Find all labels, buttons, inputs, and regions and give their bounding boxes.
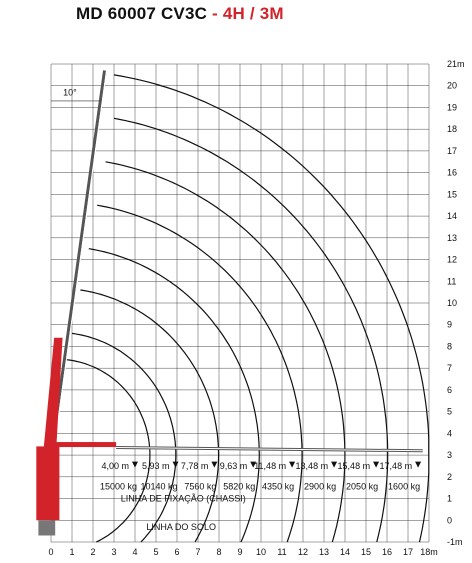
load-label: 7560 kg — [184, 482, 216, 492]
x-tick-label: 2 — [90, 547, 95, 557]
reach-arc — [105, 161, 346, 543]
x-tick-label: 3 — [111, 547, 116, 557]
boom-vertical-highlight — [53, 70, 108, 449]
title-configuration: 4H / 3M — [222, 4, 284, 23]
y-tick-label: -1m — [447, 537, 463, 547]
x-tick-label: 0 — [48, 547, 53, 557]
y-tick-label: 14 — [447, 211, 457, 221]
reach-label: 15,48 m — [338, 461, 371, 471]
x-tick-label: 17 — [403, 547, 413, 557]
y-tick-label: 13 — [447, 233, 457, 243]
fixing-line-label: LINHA DE FIXAÇÃO (CHASSI) — [121, 494, 246, 504]
y-tick-label: 15 — [447, 189, 457, 199]
reach-label: 11,48 m — [254, 461, 286, 471]
y-tick-label: 17 — [447, 146, 457, 156]
y-tick-label: 11 — [447, 276, 456, 286]
y-tick-label: 12 — [447, 255, 457, 265]
y-tick-label: 21m — [447, 59, 465, 69]
load-label: 2900 kg — [304, 482, 336, 492]
boom-vertical-outline — [50, 70, 107, 449]
reach-marker-arrow — [415, 461, 422, 468]
load-label: 15000 kg — [100, 482, 137, 492]
y-tick-label: 9 — [447, 320, 452, 330]
reach-marker-arrow — [211, 461, 218, 468]
y-tick-label: 10 — [447, 298, 457, 308]
title-model: MD 60007 CV3C — [76, 4, 208, 23]
reach-label: 13,48 m — [296, 461, 329, 471]
reach-label: 5,93 m — [142, 461, 170, 471]
reach-arc — [80, 289, 220, 543]
x-tick-label: 9 — [237, 547, 242, 557]
y-tick-label: 4 — [447, 428, 452, 438]
reach-arc — [71, 332, 177, 543]
reach-label: 4,00 m — [101, 461, 129, 471]
ground-line-label: LINHA DO SOLO — [146, 522, 216, 532]
reach-arc — [97, 204, 303, 543]
y-tick-label: 7 — [447, 363, 452, 373]
reach-arc — [113, 74, 430, 543]
crane-stabilizer — [38, 520, 56, 536]
chart-title: MD 60007 CV3C - 4H / 3M — [76, 4, 284, 24]
x-tick-label: 1 — [69, 547, 74, 557]
y-tick-label: 20 — [447, 81, 457, 91]
reach-label: 17,48 m — [380, 461, 413, 471]
load-label: 4350 kg — [262, 482, 294, 492]
x-tick-label: 7 — [195, 547, 200, 557]
boom-lower-section — [43, 337, 63, 449]
load-label: 2050 kg — [346, 482, 378, 492]
x-tick-label: 15 — [361, 547, 371, 557]
reach-arc — [113, 117, 389, 543]
load-label: 1600 kg — [388, 482, 420, 492]
reach-arc — [88, 248, 260, 543]
axis-labels: 0 1 2 3 4 5 6 7 8 9 10 11 12 13 14 15 16 17 18m-1m01234567… — [48, 59, 464, 557]
y-tick-label: 2 — [447, 472, 452, 482]
reach-marker-arrow — [373, 461, 380, 468]
y-tick-label: 16 — [447, 168, 457, 178]
load-table: 4,00 m 15000 kg 5,93 m 10140 kg 7,78 m 7560 k… — [100, 461, 422, 532]
load-label: 10140 kg — [140, 482, 177, 492]
reach-arc — [63, 358, 151, 543]
y-tick-label: 1 — [447, 494, 452, 504]
y-tick-label: 5 — [447, 407, 452, 417]
y-tick-label: 18 — [447, 124, 457, 134]
x-tick-label: 6 — [174, 547, 179, 557]
reach-marker-arrow — [250, 461, 257, 468]
reach-arcs — [63, 74, 430, 543]
x-tick-label: 13 — [319, 547, 329, 557]
x-tick-label: 18m — [420, 547, 438, 557]
x-tick-label: 10 — [256, 547, 266, 557]
boom-horizontal-highlight — [116, 446, 423, 452]
crane-column — [36, 446, 60, 521]
crane-illustration: 10° — [36, 70, 423, 536]
x-tick-label: 12 — [298, 547, 308, 557]
boom-horizontal-base — [55, 442, 117, 448]
x-tick-label: 16 — [382, 547, 392, 557]
x-tick-label: 14 — [340, 547, 350, 557]
y-tick-label: 6 — [447, 385, 452, 395]
reach-marker-arrow — [132, 461, 138, 468]
reach-marker-arrow — [289, 461, 296, 468]
angle-label: 10° — [63, 88, 77, 98]
load-label: 5820 kg — [223, 482, 255, 492]
reach-label: 7,78 m — [181, 461, 209, 471]
reach-marker-arrow — [172, 461, 179, 468]
y-tick-label: 0 — [447, 515, 452, 525]
y-tick-label: 19 — [447, 102, 457, 112]
reach-marker-arrow — [331, 461, 338, 468]
x-tick-label: 8 — [216, 547, 221, 557]
y-tick-label: 3 — [447, 450, 452, 460]
x-tick-label: 5 — [153, 547, 158, 557]
x-tick-label: 4 — [132, 547, 137, 557]
title-separator: - — [207, 4, 223, 23]
x-tick-label: 11 — [277, 547, 286, 557]
y-tick-label: 8 — [447, 341, 452, 351]
reach-label: 9,63 m — [220, 461, 248, 471]
